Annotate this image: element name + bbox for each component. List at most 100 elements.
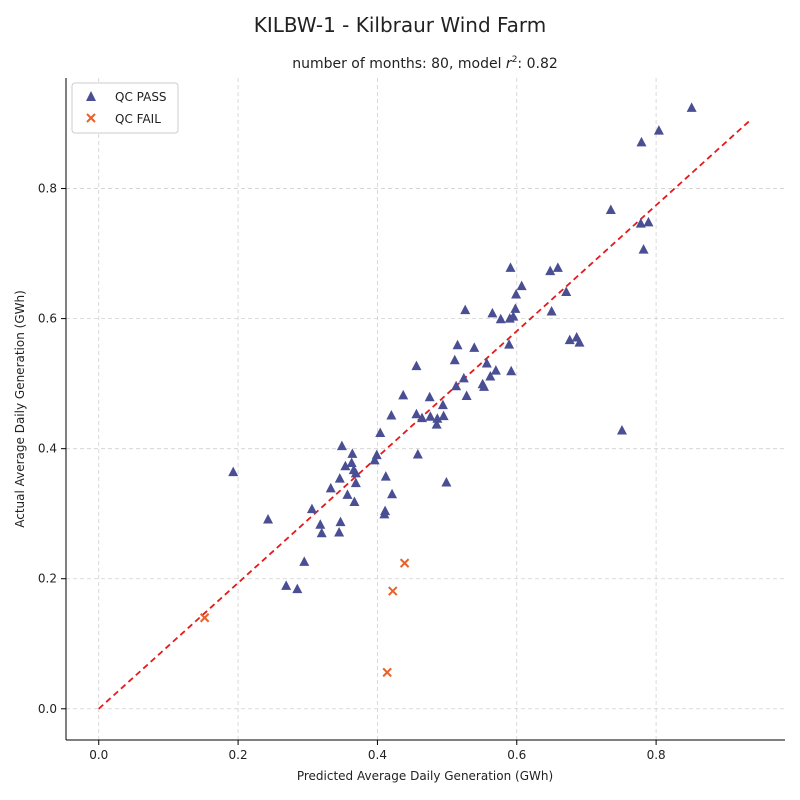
qc-pass-point — [431, 419, 442, 429]
qc-pass-point — [350, 477, 361, 488]
y-tick-label: 0.0 — [38, 702, 57, 716]
qc-pass-point — [346, 457, 357, 467]
qc-pass-point — [490, 365, 501, 375]
qc-pass-point — [299, 556, 310, 566]
qc-pass-point — [350, 467, 361, 478]
qc-pass-point — [504, 313, 515, 323]
qc-pass-point — [636, 136, 647, 147]
qc-pass-point — [316, 527, 327, 538]
qc-pass-point — [325, 482, 336, 493]
qc-pass-point — [461, 390, 472, 400]
qc-pass-point — [342, 489, 353, 499]
qc-pass-point — [263, 514, 274, 524]
qc-pass-point — [686, 102, 697, 112]
qc-pass-point — [425, 411, 436, 421]
qc-pass-point — [281, 580, 292, 590]
qc-pass-point — [315, 519, 326, 529]
qc-pass-point — [336, 440, 347, 451]
qc-pass-point — [485, 370, 496, 381]
qc-pass-point — [451, 380, 462, 391]
legend-triangle-icon — [86, 91, 96, 101]
axes — [61, 78, 785, 745]
y-axis-label: Actual Average Daily Generation (GWh) — [13, 290, 27, 528]
qc-pass-point — [487, 307, 498, 318]
qc-pass-point — [458, 372, 469, 383]
qc-pass-point — [546, 305, 557, 316]
legend-entry-qc-pass: QC PASS — [115, 90, 167, 104]
legend: QC PASS QC FAIL — [71, 82, 179, 134]
qc-pass-point — [398, 389, 409, 400]
qc-fail-point — [399, 558, 410, 568]
qc-pass-point — [424, 391, 435, 402]
qc-pass-point — [417, 412, 428, 423]
chart-subtitle: number of months: 80, model r2: 0.82 — [292, 55, 558, 72]
model-fit-line — [98, 119, 751, 710]
qc-pass-point — [635, 218, 646, 228]
qc-pass-point — [638, 244, 649, 254]
qc-pass-point — [510, 303, 521, 313]
y-tick-label: 0.2 — [38, 572, 57, 586]
data-points — [199, 102, 697, 678]
qc-pass-point — [452, 339, 463, 350]
x-axis-label: Predicted Average Daily Generation (GWh) — [297, 769, 553, 783]
legend-entry-qc-fail: QC FAIL — [115, 112, 161, 126]
legend-x-icon — [86, 113, 96, 123]
qc-pass-point — [564, 334, 575, 345]
x-tick-label: 0.4 — [368, 748, 387, 762]
qc-pass-point — [505, 262, 516, 272]
x-tick-label: 0.6 — [507, 748, 526, 762]
qc-pass-point — [334, 473, 345, 483]
qc-pass-point — [375, 427, 386, 438]
qc-pass-point — [506, 365, 517, 376]
qc-pass-point — [481, 357, 492, 368]
x-tick-label: 0.0 — [89, 748, 108, 762]
qc-pass-point — [292, 583, 303, 594]
qc-pass-point — [449, 354, 460, 365]
qc-pass-point — [411, 408, 422, 419]
fit-line — [98, 119, 751, 710]
qc-pass-point — [511, 289, 522, 299]
qc-pass-point — [387, 488, 398, 499]
tick-labels: 0.0 0.2 0.4 0.6 0.8 0.0 0.2 0.4 0.6 0.8 — [38, 182, 666, 762]
qc-pass-point — [432, 413, 443, 423]
qc-pass-point — [552, 262, 563, 272]
chart-title: KILBW-1 - Kilbraur Wind Farm — [254, 13, 547, 37]
qc-pass-point — [437, 399, 448, 410]
qc-pass-point — [335, 516, 346, 527]
qc-fail-point — [199, 613, 210, 623]
qc-pass-point — [545, 265, 556, 276]
qc-pass-point — [347, 448, 358, 458]
qc-pass-point — [369, 454, 380, 465]
y-tick-label: 0.4 — [38, 442, 57, 456]
qc-pass-point — [504, 339, 515, 349]
qc-pass-point — [605, 204, 616, 215]
qc-pass-point — [516, 280, 527, 291]
qc-pass-point — [379, 508, 390, 519]
legend-box — [71, 82, 179, 134]
qc-pass-point — [495, 313, 506, 324]
grid-lines — [66, 78, 785, 740]
qc-pass-point — [441, 476, 452, 487]
x-tick-label: 0.2 — [229, 748, 248, 762]
qc-fail-point — [388, 586, 398, 596]
qc-pass-point — [643, 216, 654, 227]
x-tick-label: 0.8 — [647, 748, 666, 762]
qc-pass-point — [561, 286, 572, 296]
qc-pass-point — [228, 466, 239, 477]
qc-pass-point — [412, 449, 423, 459]
qc-pass-point — [653, 125, 664, 135]
qc-fail-point — [382, 667, 392, 678]
y-tick-label: 0.8 — [38, 182, 57, 196]
qc-pass-point — [334, 527, 345, 537]
qc-pass-point — [438, 410, 449, 421]
qc-pass-point — [460, 304, 471, 315]
qc-pass-point — [306, 503, 317, 514]
qc-pass-point — [469, 342, 480, 352]
qc-pass-point — [479, 381, 490, 391]
qc-pass-point — [380, 471, 391, 481]
qc-pass-point — [349, 496, 360, 506]
qc-pass-point — [574, 337, 585, 347]
qc-pass-point — [386, 410, 397, 420]
